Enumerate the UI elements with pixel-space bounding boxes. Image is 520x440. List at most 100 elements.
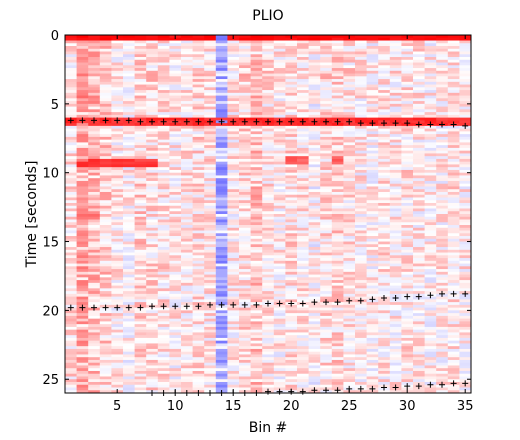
heatmap-cell: [111, 365, 123, 368]
heatmap-cell: [297, 170, 309, 173]
heatmap-cell: [239, 46, 251, 49]
heatmap-cell: [227, 87, 239, 90]
heatmap-cell: [158, 368, 170, 371]
heatmap-cell: [204, 49, 216, 52]
heatmap-cell: [401, 208, 413, 211]
heatmap-cell: [169, 148, 181, 151]
heatmap-cell: [227, 57, 239, 60]
heatmap-cell: [158, 195, 170, 198]
heatmap-cell: [436, 349, 448, 352]
heatmap-cell: [193, 264, 205, 267]
heatmap-cell: [459, 244, 471, 247]
heatmap-cell: [367, 131, 379, 134]
heatmap-cell: [227, 360, 239, 363]
heatmap-cell: [367, 349, 379, 352]
heatmap-cell: [309, 310, 321, 313]
heatmap-cell: [425, 137, 437, 140]
heatmap-cell: [332, 338, 344, 341]
heatmap-cell: [297, 288, 309, 291]
heatmap-cell: [459, 65, 471, 68]
heatmap-cell: [65, 79, 77, 82]
heatmap-cell: [332, 126, 344, 129]
heatmap-cell: [123, 231, 135, 234]
heatmap-cell: [123, 335, 135, 338]
heatmap-cell: [158, 156, 170, 159]
heatmap-cell: [111, 299, 123, 302]
heatmap-cell: [425, 338, 437, 341]
heatmap-cell: [425, 387, 437, 390]
heatmap-cell: [448, 142, 460, 145]
heatmap-cell: [100, 310, 112, 313]
heatmap-cell: [367, 352, 379, 355]
heatmap-cell: [88, 319, 100, 322]
heatmap-cell: [88, 228, 100, 231]
heatmap-cell: [135, 192, 147, 195]
heatmap-cell: [320, 349, 332, 352]
heatmap-cell: [413, 186, 425, 189]
heatmap-cell: [251, 338, 263, 341]
heatmap-cell: [285, 63, 297, 66]
heatmap-cell: [158, 288, 170, 291]
heatmap-cell: [448, 65, 460, 68]
heatmap-cell: [193, 60, 205, 63]
y-axis-label: Time [seconds]: [24, 161, 40, 269]
heatmap-cell: [88, 368, 100, 371]
heatmap-cell: [88, 310, 100, 313]
heatmap-cell: [401, 192, 413, 195]
heatmap-cell: [169, 98, 181, 101]
heatmap-cell: [274, 164, 286, 167]
heatmap-cell: [367, 181, 379, 184]
heatmap-cell: [297, 74, 309, 77]
heatmap-cell: [262, 374, 274, 377]
heatmap-cell: [77, 250, 89, 253]
heatmap-cell: [181, 297, 193, 300]
heatmap-cell: [425, 203, 437, 206]
heatmap-cell: [193, 286, 205, 289]
heatmap-cell: [216, 319, 228, 322]
heatmap-cell: [158, 253, 170, 256]
heatmap-cell: [436, 236, 448, 239]
heatmap-cell: [181, 153, 193, 156]
heatmap-cell: [285, 192, 297, 195]
heatmap-cell: [285, 352, 297, 355]
heatmap-cell: [413, 156, 425, 159]
heatmap-cell: [100, 275, 112, 278]
heatmap-cell: [448, 167, 460, 170]
heatmap-cell: [216, 343, 228, 346]
heatmap-cell: [158, 250, 170, 253]
heatmap-cell: [227, 140, 239, 143]
heatmap-cell: [123, 291, 135, 294]
heatmap-cell: [309, 189, 321, 192]
heatmap-cell: [413, 57, 425, 60]
heatmap-cell: [251, 109, 263, 112]
heatmap-cell: [135, 272, 147, 275]
heatmap-cell: [343, 85, 355, 88]
heatmap-cell: [181, 222, 193, 225]
heatmap-cell: [459, 316, 471, 319]
heatmap-cell: [343, 291, 355, 294]
heatmap-cell: [436, 250, 448, 253]
heatmap-cell: [309, 87, 321, 90]
heatmap-cell: [459, 236, 471, 239]
heatmap-cell: [216, 275, 228, 278]
heatmap-cell: [297, 192, 309, 195]
heatmap-cell: [262, 354, 274, 357]
heatmap-cell: [111, 126, 123, 129]
heatmap-cell: [204, 85, 216, 88]
heatmap-cell: [169, 242, 181, 245]
heatmap-cell: [274, 82, 286, 85]
heatmap-cell: [274, 308, 286, 311]
heatmap-cell: [239, 211, 251, 214]
heatmap-cell: [239, 244, 251, 247]
heatmap-cell: [135, 148, 147, 151]
heatmap-cell: [401, 222, 413, 225]
heatmap-cell: [459, 363, 471, 366]
heatmap-cell: [111, 170, 123, 173]
heatmap-cell: [459, 206, 471, 209]
heatmap-cell: [297, 308, 309, 311]
heatmap-cell: [204, 357, 216, 360]
heatmap-cell: [77, 126, 89, 129]
heatmap-cell: [227, 310, 239, 313]
heatmap-cell: [378, 236, 390, 239]
heatmap-cell: [320, 131, 332, 134]
